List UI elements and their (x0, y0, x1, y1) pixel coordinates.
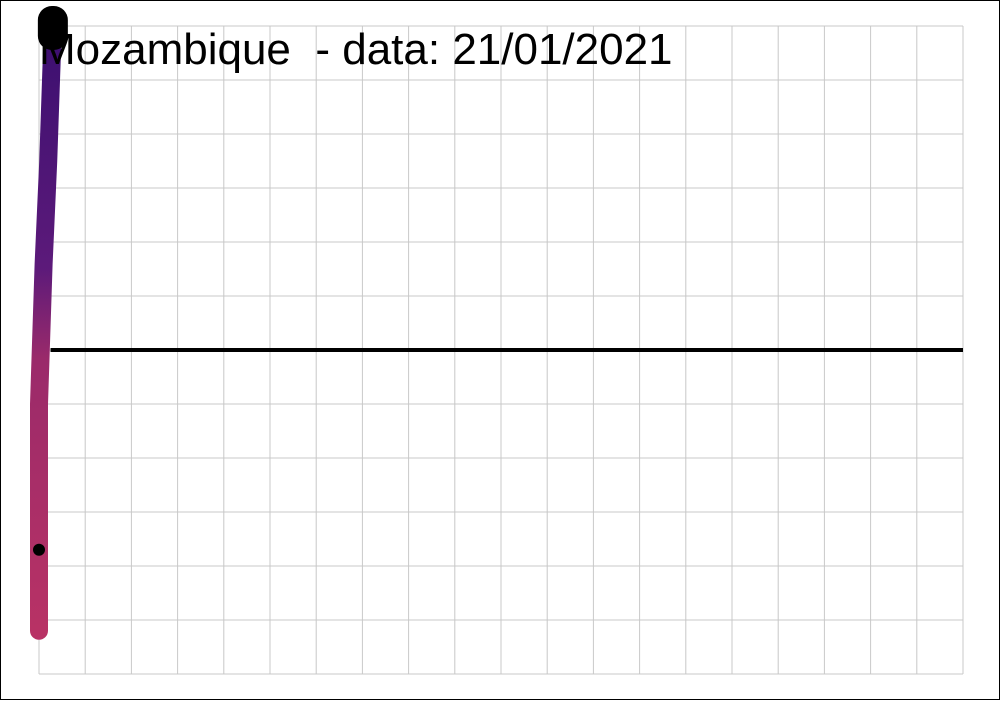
chart-title: Mozambique - data: 21/01/2021 (39, 25, 673, 74)
data-point-marker (33, 543, 45, 556)
series-end-marker (37, 6, 68, 50)
series-group (30, 17, 62, 640)
series-line (30, 17, 62, 640)
marker-group (33, 6, 68, 556)
